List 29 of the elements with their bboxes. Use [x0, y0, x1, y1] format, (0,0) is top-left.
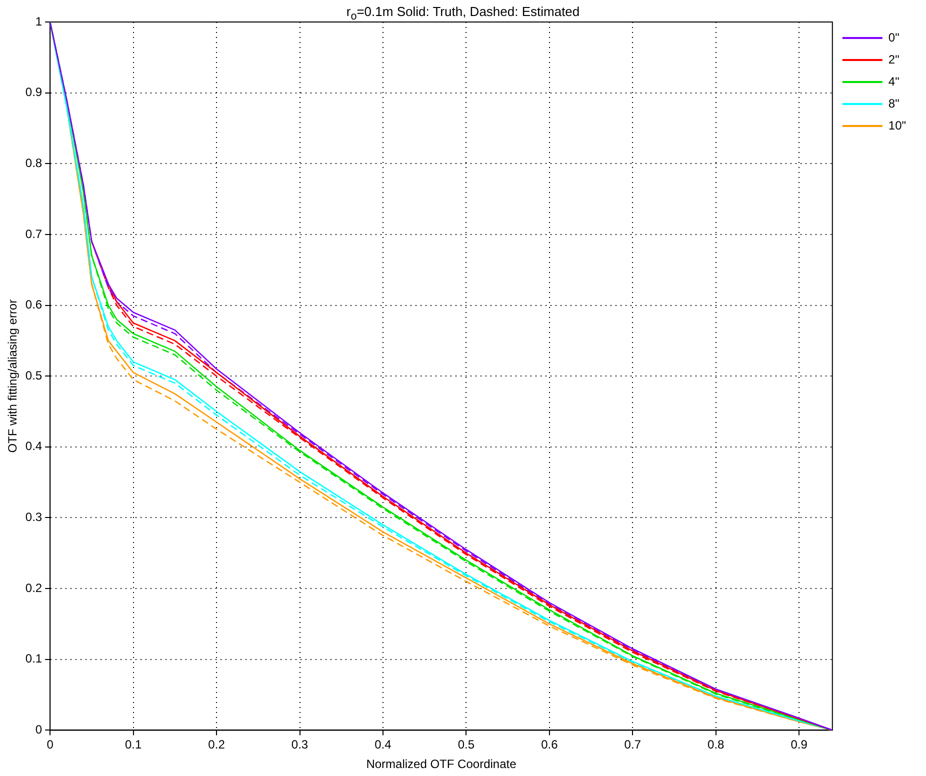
x-axis-title: Normalized OTF Coordinate: [366, 757, 517, 772]
x-tick-label: 0.1: [124, 738, 142, 752]
y-tick-label: 0: [35, 722, 42, 737]
x-tick-label: 0.4: [374, 738, 392, 752]
legend-label: 10": [888, 118, 906, 132]
y-tick-label: 1: [35, 14, 42, 28]
x-tick-label: 0.3: [291, 738, 308, 752]
y-axis-title: OTF with fitting/aliasing error: [6, 299, 20, 453]
x-tick-label: 0.2: [208, 738, 226, 752]
y-tick-label: 0.9: [25, 85, 42, 100]
chart-title: r$_{o}$=0.1m Solid: Truth, Dashed: Estimated: [346, 4, 580, 23]
x-tick-label: 0.7: [624, 738, 642, 752]
legend-label: 8": [888, 96, 900, 110]
y-tick-label: 0.4: [25, 439, 42, 454]
y-tick-label: 0.6: [25, 298, 42, 312]
x-tick-label: 0.9: [790, 738, 808, 752]
y-tick-label: 0.3: [25, 510, 42, 524]
y-tick-label: 0.1: [25, 652, 42, 666]
legend-label: 2": [888, 52, 900, 66]
y-tick-label: 0.2: [25, 580, 42, 595]
legend-label: 4": [888, 74, 900, 88]
y-tick-label: 0.5: [25, 368, 42, 382]
y-tick-label: 0.8: [25, 156, 42, 170]
y-tick-label: 0.7: [25, 226, 42, 241]
x-tick-label: 0.5: [458, 738, 475, 752]
legend-label: 0": [888, 30, 900, 44]
x-tick-label: 0: [46, 738, 54, 752]
x-tick-label: 0.6: [541, 738, 558, 752]
x-tick-label: 0.8: [708, 738, 725, 752]
